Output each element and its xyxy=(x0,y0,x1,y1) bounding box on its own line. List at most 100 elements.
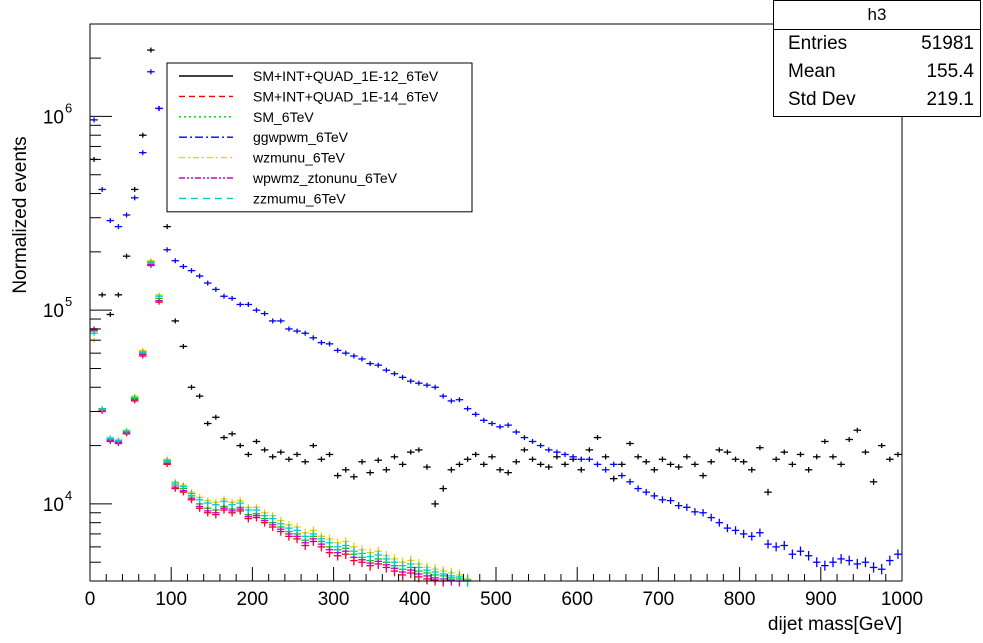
data-point xyxy=(106,435,115,441)
data-point xyxy=(252,506,261,514)
data-point xyxy=(301,532,309,541)
data-point xyxy=(139,150,147,156)
data-point xyxy=(309,335,318,341)
data-point xyxy=(593,435,602,441)
data-point xyxy=(504,422,512,428)
data-point xyxy=(398,461,407,468)
data-point xyxy=(301,330,309,336)
y-tick-label: 10 xyxy=(43,495,64,516)
data-point xyxy=(886,456,894,462)
data-point xyxy=(268,514,277,523)
legend-entry: wzmunu_6TeV xyxy=(252,150,345,166)
data-point xyxy=(350,353,358,359)
data-point xyxy=(723,524,732,533)
data-point xyxy=(325,341,334,347)
data-point xyxy=(342,466,350,473)
data-point xyxy=(382,367,391,373)
data-point xyxy=(488,454,496,460)
data-point xyxy=(683,503,691,511)
data-point xyxy=(528,456,537,462)
data-point xyxy=(407,449,415,455)
data-point xyxy=(780,449,788,455)
x-axis-label: dijet mass[GeV] xyxy=(768,614,902,635)
data-point xyxy=(455,461,464,468)
data-point xyxy=(691,461,699,468)
data-point xyxy=(821,560,829,571)
data-point xyxy=(431,500,439,508)
data-point xyxy=(447,466,456,473)
legend-entry: SM+INT+QUAD_1E-14_6TeV xyxy=(253,88,439,104)
stats-row-stddev: Std Dev 219.1 xyxy=(774,86,980,114)
data-point xyxy=(821,438,829,444)
data-point xyxy=(674,464,683,470)
data-point xyxy=(317,534,326,544)
data-point xyxy=(171,318,179,324)
data-point xyxy=(869,478,878,485)
stats-value: 219.1 xyxy=(926,89,974,110)
x-tick-label: 0 xyxy=(85,589,96,610)
data-point xyxy=(756,445,764,451)
data-point xyxy=(147,259,155,265)
data-point xyxy=(439,393,447,399)
x-tick-label: 500 xyxy=(480,589,512,610)
data-point xyxy=(277,318,285,324)
data-point xyxy=(285,524,293,533)
data-point xyxy=(293,451,301,458)
data-point xyxy=(480,461,488,468)
data-point xyxy=(626,478,634,485)
data-point xyxy=(147,69,155,75)
data-point xyxy=(731,526,740,535)
data-point xyxy=(187,384,196,390)
data-point xyxy=(155,298,163,304)
data-point xyxy=(536,461,545,468)
data-point xyxy=(618,461,626,468)
data-point xyxy=(374,362,382,368)
data-point xyxy=(106,218,115,224)
data-point xyxy=(577,466,585,473)
stats-label: Mean xyxy=(788,61,836,82)
data-point xyxy=(260,311,269,317)
data-point xyxy=(634,454,642,460)
data-point xyxy=(106,311,115,317)
data-point xyxy=(398,374,407,380)
data-point xyxy=(155,293,163,299)
y-tick-exponent: 4 xyxy=(65,488,72,503)
data-point xyxy=(220,435,228,441)
data-point xyxy=(244,451,253,458)
x-tick-label: 700 xyxy=(643,589,675,610)
data-point xyxy=(877,564,886,575)
data-point xyxy=(130,186,139,192)
data-point xyxy=(358,356,366,362)
data-point xyxy=(666,461,675,468)
data-point xyxy=(585,447,594,453)
data-point xyxy=(285,456,293,462)
data-point xyxy=(130,394,139,400)
data-point xyxy=(285,326,293,332)
data-point xyxy=(423,382,431,388)
data-point xyxy=(804,466,813,473)
y-tick-exponent: 5 xyxy=(65,294,72,309)
data-point xyxy=(569,454,577,460)
data-point xyxy=(333,472,342,479)
data-point xyxy=(447,570,456,582)
data-point xyxy=(220,504,228,512)
series-6 xyxy=(90,259,472,586)
data-point xyxy=(382,554,391,564)
data-point xyxy=(179,264,188,270)
data-point xyxy=(642,459,650,465)
data-point xyxy=(715,447,724,453)
data-point xyxy=(407,378,415,384)
data-point xyxy=(325,538,334,548)
data-point xyxy=(845,555,853,566)
data-point xyxy=(358,459,366,465)
data-point xyxy=(366,469,374,476)
data-point xyxy=(204,499,212,507)
data-point xyxy=(545,464,553,470)
legend: SM+INT+QUAD_1E-12_6TeV SM+INT+QUAD_1E-14_… xyxy=(166,62,473,213)
data-point xyxy=(772,456,780,462)
data-point xyxy=(423,564,431,576)
data-point xyxy=(244,512,253,521)
data-point xyxy=(358,548,366,559)
data-point xyxy=(658,456,667,462)
legend-entry: zzmumu_6TeV xyxy=(253,190,346,206)
